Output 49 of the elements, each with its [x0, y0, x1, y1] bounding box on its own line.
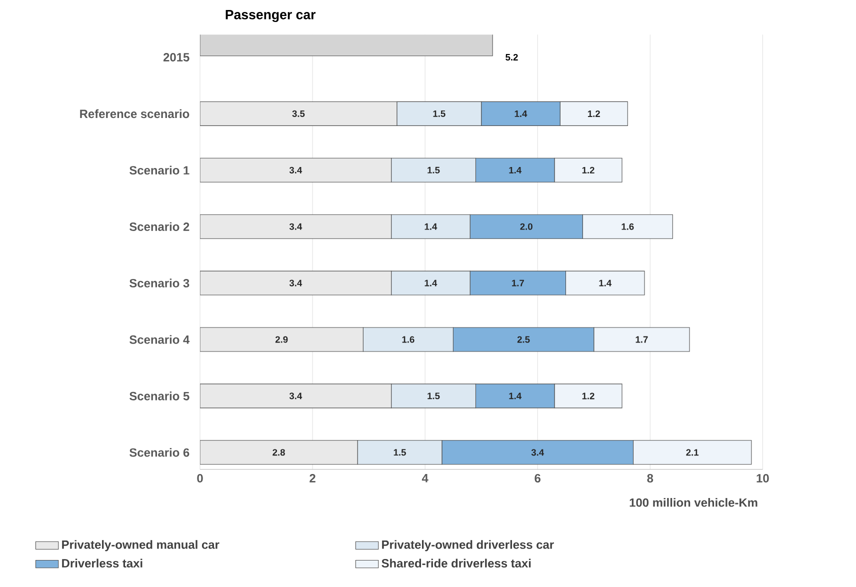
data-label: 2.5	[517, 336, 530, 343]
data-label: 1.4	[514, 110, 528, 118]
x-tick-label: 10	[756, 474, 769, 483]
data-label: 3.4	[289, 392, 302, 400]
data-label: 1.5	[394, 449, 406, 456]
data-label: 2.0	[520, 223, 532, 230]
legend-label: Driverless taxi	[62, 558, 142, 568]
data-label: 3.5	[292, 110, 305, 118]
x-tick-label: 6	[534, 474, 540, 483]
y-tick-label: 2015	[163, 53, 190, 62]
data-label: 1.2	[582, 167, 594, 174]
y-tick-label: Scenario 1	[130, 166, 190, 175]
x-tick-label: 4	[422, 474, 428, 482]
legend-label: Shared-ride driverless taxi	[382, 558, 531, 568]
legend-label: Privately-owned driverless car	[382, 540, 554, 552]
data-label: 1.4	[424, 280, 438, 286]
data-label: 1.7	[636, 336, 648, 343]
x-tick-label: 2	[310, 474, 316, 483]
data-label: 3.4	[289, 223, 302, 230]
y-tick-label: Reference scenario	[80, 109, 190, 118]
y-tick-label: Scenario 5	[130, 392, 190, 401]
data-label: 1.4	[424, 224, 438, 230]
data-label: 1.6	[622, 223, 634, 230]
legend-label: Privately-owned manual car	[62, 540, 220, 552]
data-label: 2.1	[686, 449, 699, 456]
data-label: 3.4	[289, 280, 302, 287]
data-label: 3.4	[289, 167, 302, 174]
data-label: 1.4	[599, 280, 612, 286]
x-tick-label: 8	[647, 474, 654, 483]
data-label: 2.8	[272, 449, 285, 456]
x-axis-title: 100 million vehicle-Km	[630, 498, 758, 507]
data-label: 1.6	[402, 336, 414, 343]
y-tick-label: Scenario 3	[130, 278, 190, 288]
data-label: 1.5	[433, 110, 446, 118]
data-label: 1.2	[588, 110, 600, 118]
data-label: 2.9	[275, 336, 288, 343]
data-label: 1.2	[582, 392, 594, 400]
data-label: 1.4	[509, 392, 522, 400]
data-label: 5.2	[506, 54, 518, 61]
x-tick-label: 0	[197, 474, 203, 483]
y-tick-label: Scenario 2	[130, 222, 190, 232]
data-label: 1.5	[428, 167, 440, 174]
y-tick-label: Scenario 6	[130, 448, 190, 457]
y-tick-label: Scenario 4	[130, 335, 190, 344]
data-label: 1.4	[509, 167, 522, 174]
data-label: 1.7	[512, 280, 524, 286]
data-label: 1.5	[428, 392, 440, 400]
data-label: 3.4	[531, 449, 544, 456]
chart-title: Passenger car	[226, 10, 316, 22]
